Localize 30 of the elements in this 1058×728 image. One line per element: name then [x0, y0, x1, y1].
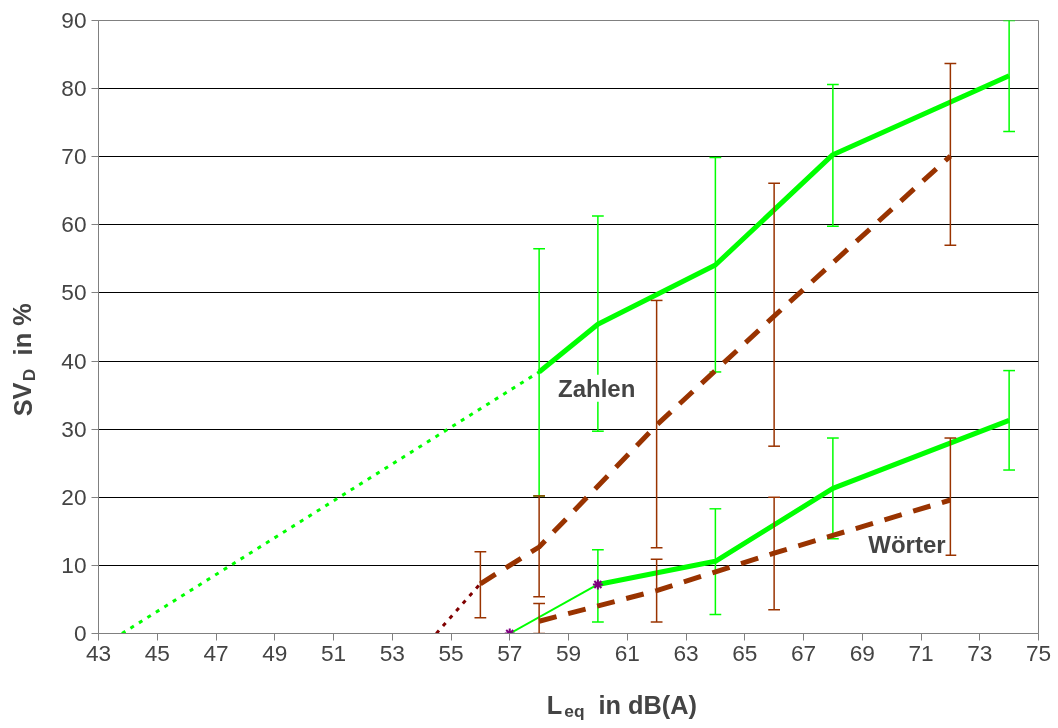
x-tick-label: 49 — [262, 639, 288, 666]
annotation: Wörter — [868, 531, 946, 559]
x-tick-label: 57 — [497, 639, 523, 666]
y-tick-label: 70 — [61, 143, 87, 170]
y-tick-label: 0 — [73, 620, 87, 646]
x-tick-label: 73 — [967, 639, 993, 666]
y-axis-title: SVD in % — [8, 303, 39, 417]
x-tick-label: 75 — [1025, 639, 1052, 666]
x-tick-label: 61 — [614, 639, 640, 666]
x-tick-label: 53 — [379, 639, 405, 666]
y-tick-label: 90 — [61, 7, 87, 33]
y-tick-label: 30 — [61, 415, 87, 442]
x-tick-label: 45 — [144, 639, 170, 666]
x-tick-label: 69 — [849, 639, 875, 666]
y-tick-label: 80 — [61, 75, 87, 102]
y-tick-label: 60 — [61, 211, 87, 238]
x-tick-label: 71 — [908, 639, 934, 666]
y-tick-label: 20 — [61, 483, 87, 510]
x-tick-label: 67 — [790, 639, 817, 666]
x-tick-label: 47 — [203, 639, 229, 666]
y-tick-label: 40 — [61, 347, 87, 374]
x-tick-label: 43 — [85, 639, 112, 666]
y-tick-label: 10 — [61, 551, 87, 578]
x-tick-label: 65 — [732, 639, 758, 666]
x-tick-label: 51 — [320, 639, 347, 666]
annotation: Zahlen — [558, 374, 636, 402]
x-tick-label: 55 — [438, 639, 464, 666]
x-tick-label: 59 — [555, 639, 582, 666]
x-tick-label: 63 — [673, 639, 699, 666]
y-tick-label: 50 — [61, 279, 87, 306]
